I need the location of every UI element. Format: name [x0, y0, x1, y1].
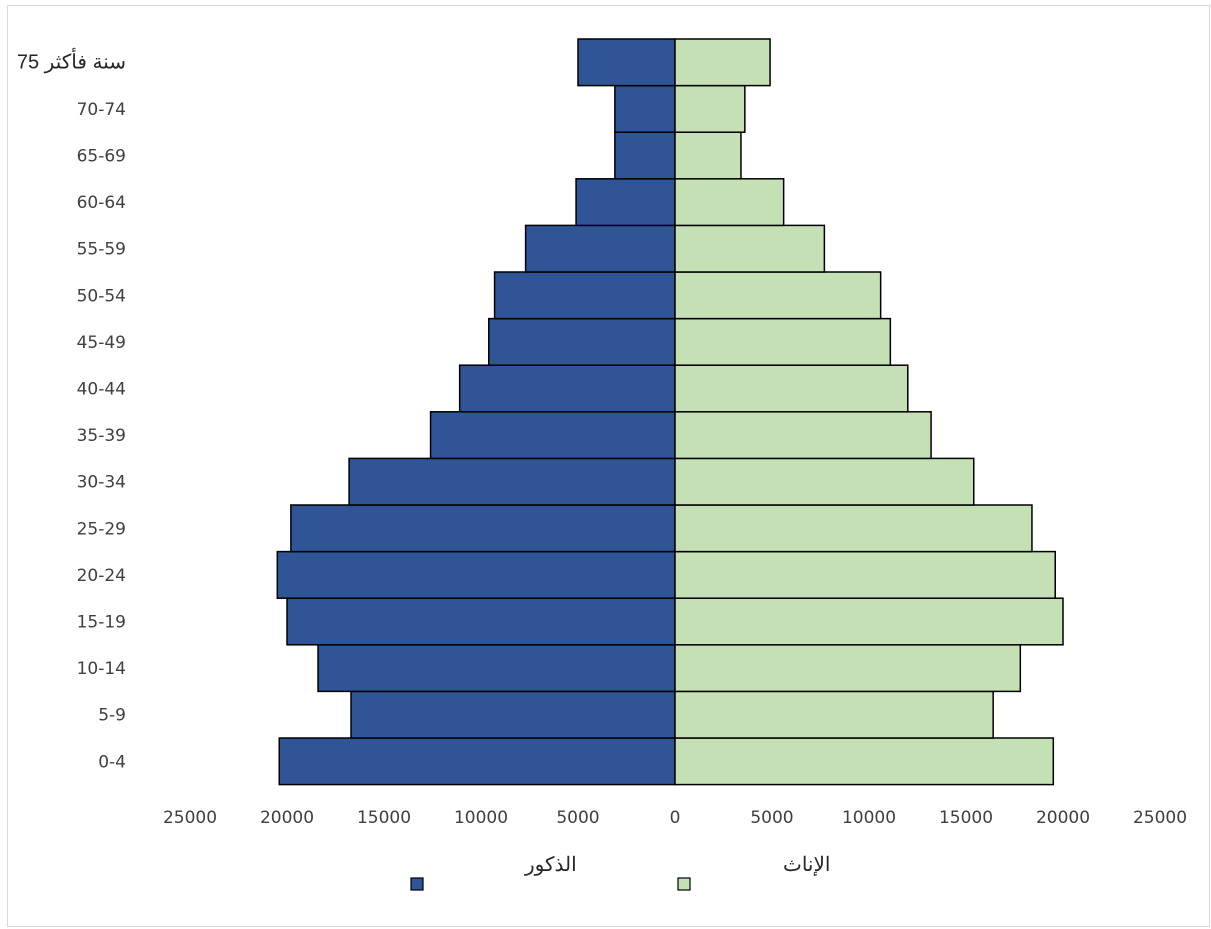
x-tick-label-0: 25000	[163, 808, 217, 828]
bar-female-7	[674, 411, 932, 460]
category-axis-labels: 0-4 5-9 10-14 15-19 20-24 25-29 30-34 35-39 40-4…	[17, 47, 126, 772]
bar-female-3	[674, 597, 1064, 646]
category-label-3: 15-19	[77, 613, 126, 633]
category-label-4: 20-24	[77, 566, 126, 586]
bar-female-9	[674, 317, 892, 366]
bar-female-6	[674, 457, 975, 506]
legend: الإناث الذكور	[410, 854, 830, 891]
category-label-0: 0-4	[98, 752, 126, 772]
bar-male-11	[524, 224, 676, 273]
bar-male-8	[458, 364, 676, 413]
x-tick-label-8: 15000	[939, 808, 993, 828]
bars-group	[276, 38, 1064, 786]
bar-male-9	[488, 317, 676, 366]
bar-female-5	[674, 504, 1033, 553]
category-label-12: 60-64	[77, 193, 126, 213]
bar-male-7	[429, 411, 676, 460]
chart-area: 0-4 5-9 10-14 15-19 20-24 25-29 30-34 35-39 40-4…	[7, 5, 1210, 927]
bar-female-1	[674, 690, 994, 739]
category-label-6: 30-34	[77, 473, 126, 493]
bar-male-1	[350, 690, 676, 739]
bar-male-2	[317, 644, 676, 693]
legend-label-0: الإناث	[783, 854, 830, 877]
population-pyramid-chart: 0-4 5-9 10-14 15-19 20-24 25-29 30-34 35-39 40-4…	[17, 38, 1187, 891]
x-tick-label-3: 10000	[454, 808, 508, 828]
category-label-15: 75 سنة فأكثر	[17, 47, 126, 73]
bar-male-5	[290, 504, 676, 553]
legend-swatch-1	[410, 877, 424, 891]
bar-male-0	[278, 737, 676, 786]
x-tick-label-1: 20000	[260, 808, 314, 828]
bar-female-10	[674, 271, 882, 320]
bar-male-4	[276, 550, 676, 599]
bar-female-2	[674, 644, 1022, 693]
bar-female-8	[674, 364, 909, 413]
bar-female-0	[674, 737, 1055, 786]
bar-male-3	[286, 597, 676, 646]
x-tick-label-10: 25000	[1133, 808, 1187, 828]
bar-female-13	[674, 131, 742, 180]
x-tick-label-5: 0	[670, 808, 681, 828]
x-tick-label-9: 20000	[1036, 808, 1090, 828]
x-tick-label-6: 5000	[750, 808, 793, 828]
bar-female-4	[674, 550, 1056, 599]
category-label-7: 35-39	[77, 426, 126, 446]
bar-male-15	[577, 38, 676, 87]
category-label-11: 55-59	[77, 240, 126, 260]
x-tick-label-7: 10000	[842, 808, 896, 828]
category-label-13: 65-69	[77, 147, 126, 167]
x-tick-label-4: 5000	[556, 808, 599, 828]
legend-label-1: الذكور	[524, 854, 577, 876]
value-axis-labels: 25000 20000 15000 10000 5000 0 5000 10000 15000 2…	[163, 808, 1187, 828]
bar-female-12	[674, 178, 785, 227]
category-label-10: 50-54	[77, 286, 126, 306]
category-label-1: 5-9	[98, 706, 126, 726]
category-label-14: 70-74	[77, 100, 126, 120]
bar-male-14	[614, 84, 676, 133]
bar-male-12	[575, 178, 676, 227]
bar-male-10	[493, 271, 676, 320]
bar-female-14	[674, 84, 746, 133]
legend-swatch-0	[677, 877, 691, 891]
bar-female-11	[674, 224, 826, 273]
category-label-2: 10-14	[77, 659, 126, 679]
category-label-5: 25-29	[77, 519, 126, 539]
bar-male-6	[348, 457, 676, 506]
x-tick-label-2: 15000	[357, 808, 411, 828]
category-label-8: 40-44	[77, 380, 126, 400]
bar-male-13	[614, 131, 676, 180]
category-label-9: 45-49	[77, 333, 126, 353]
bar-female-15	[674, 38, 771, 87]
